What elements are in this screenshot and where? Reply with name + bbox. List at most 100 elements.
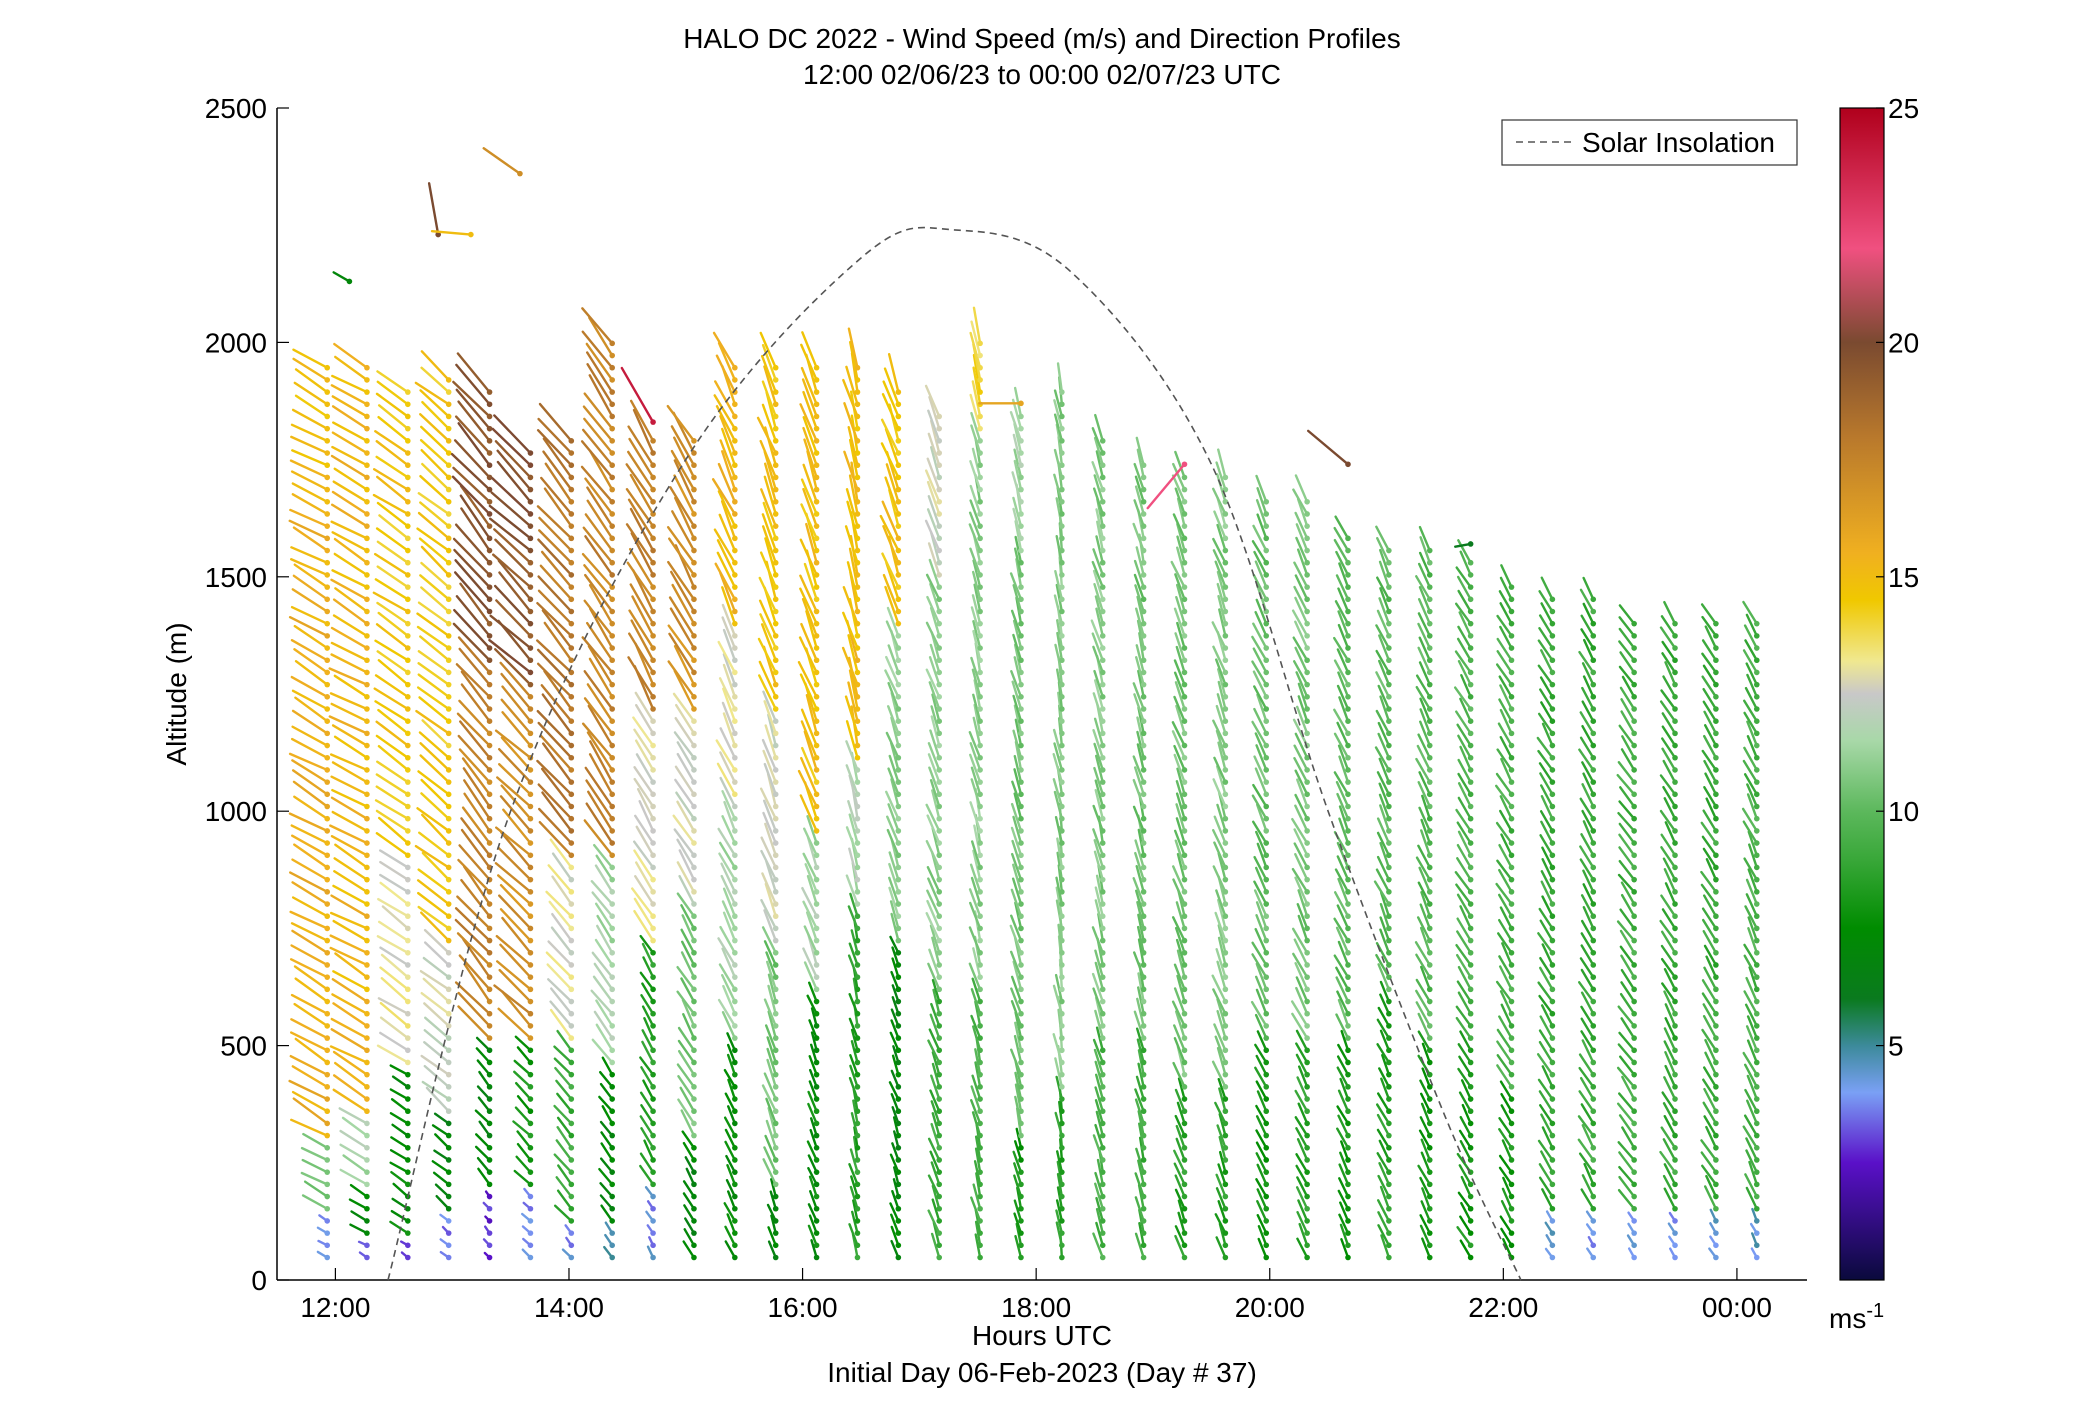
wind-vector — [1498, 868, 1513, 894]
wind-vector-dot — [854, 364, 861, 371]
wind-vector-dot — [1753, 730, 1760, 737]
y-axis-label: Altitude (m) — [161, 622, 192, 765]
wind-vector-dot — [1672, 1047, 1678, 1054]
wind-vector — [1539, 688, 1554, 711]
wind-vector — [549, 1000, 573, 1028]
wind-vector — [1092, 1232, 1104, 1259]
wind-vector-dot — [1713, 815, 1719, 822]
wind-vector-dot — [324, 657, 331, 664]
wind-vector-dot — [1345, 1254, 1351, 1261]
wind-vector-dot — [732, 791, 738, 798]
wind-vector-dot — [364, 1205, 370, 1212]
wind-vector-dot — [691, 657, 697, 664]
wind-vector-dot — [854, 1242, 861, 1249]
wind-vector — [292, 1097, 329, 1125]
wind-vector — [927, 742, 941, 772]
wind-vector-dot — [527, 620, 534, 627]
wind-vector-dot — [609, 1120, 615, 1127]
wind-vector-dot — [813, 876, 820, 883]
wind-vector — [676, 1063, 696, 1089]
wind-vector-dot — [813, 413, 820, 420]
wind-vector-dot — [1222, 1181, 1229, 1188]
wind-vector-dot — [364, 901, 370, 907]
wind-vector — [723, 1202, 737, 1223]
wind-vector — [930, 419, 941, 455]
wind-vector — [1460, 673, 1472, 699]
wind-vector-dot — [609, 535, 615, 542]
wind-vector-dot — [732, 864, 738, 871]
wind-vector-dot — [895, 828, 902, 834]
wind-vector-dot — [813, 572, 820, 578]
wind-vector — [1012, 633, 1023, 662]
wind-vector-dot — [895, 681, 902, 688]
wind-vector — [1455, 953, 1472, 979]
wind-vector-dot — [772, 730, 779, 737]
wind-vector — [294, 368, 329, 394]
wind-vector-dot — [1181, 706, 1188, 712]
wind-vector — [1577, 981, 1595, 1003]
wind-vector — [803, 562, 818, 601]
wind-vector-dot — [1549, 1181, 1556, 1188]
wind-vector-dot — [1426, 633, 1433, 639]
wind-vector — [494, 862, 532, 894]
wind-vector — [633, 777, 655, 808]
wind-vector-dot — [1713, 1035, 1719, 1041]
wind-vector — [374, 799, 410, 820]
wind-vector — [415, 709, 450, 735]
wind-vector-dot — [977, 547, 983, 554]
wind-vector-dot — [1631, 852, 1637, 859]
wind-vector-dot — [405, 1023, 411, 1029]
legend-label: Solar Insolation — [1582, 127, 1775, 158]
wind-vector-dot — [1263, 852, 1270, 859]
wind-vector — [887, 681, 900, 711]
wind-vector-dot — [1099, 1169, 1106, 1175]
wind-vector-dot — [1672, 754, 1678, 761]
wind-vector — [1618, 665, 1636, 686]
wind-vector — [756, 416, 777, 455]
wind-vector-dot — [936, 584, 943, 590]
wind-vector-dot — [977, 998, 983, 1005]
wind-vector-dot — [1304, 913, 1310, 920]
wind-vector-dot — [405, 901, 411, 907]
wind-vector-dot — [650, 889, 656, 895]
wind-vector-dot — [527, 1071, 534, 1078]
wind-vector-dot — [1222, 694, 1229, 700]
wind-vector-dot — [324, 779, 331, 785]
y-tick-label: 1500 — [205, 562, 267, 593]
wind-vector-dot — [854, 1096, 861, 1102]
wind-vector — [536, 429, 573, 467]
wind-vector — [847, 954, 859, 979]
wind-vector-dot — [1549, 657, 1556, 664]
wind-vector-dot — [1222, 1120, 1229, 1127]
wind-vector — [1256, 1188, 1268, 1210]
wind-vector-dot — [405, 498, 411, 505]
wind-vector-dot — [1467, 815, 1474, 822]
wind-vector — [1376, 771, 1391, 796]
wind-vector-dot — [854, 962, 861, 968]
wind-vector-dot — [445, 1035, 452, 1041]
wind-vector-dot — [1018, 400, 1024, 407]
wind-vector-dot — [1426, 1084, 1433, 1090]
wind-vector — [331, 395, 369, 418]
wind-vector-dot — [1386, 657, 1392, 664]
wind-vector-dot — [568, 608, 575, 615]
wind-vector — [588, 583, 614, 625]
wind-vector-dot — [1059, 1242, 1065, 1249]
wind-vector-dot — [1753, 840, 1760, 846]
wind-vector — [419, 742, 450, 772]
wind-vector-dot — [1140, 706, 1147, 712]
wind-vector-dot — [772, 474, 779, 481]
wind-vector-dot — [364, 364, 370, 371]
wind-vector-dot — [977, 1242, 983, 1249]
wind-vector — [1012, 433, 1023, 467]
wind-vector — [1745, 1186, 1758, 1210]
wind-vector — [1579, 1076, 1595, 1101]
wind-vector-dot — [936, 1108, 943, 1115]
wind-vector — [717, 640, 737, 674]
wind-vector — [1215, 658, 1227, 686]
wind-vector-dot — [1467, 864, 1474, 871]
wind-vector-dot — [1753, 1010, 1760, 1017]
wind-vector — [766, 1203, 777, 1223]
wind-vector-dot — [650, 681, 656, 688]
wind-vector-dot — [1059, 779, 1065, 785]
